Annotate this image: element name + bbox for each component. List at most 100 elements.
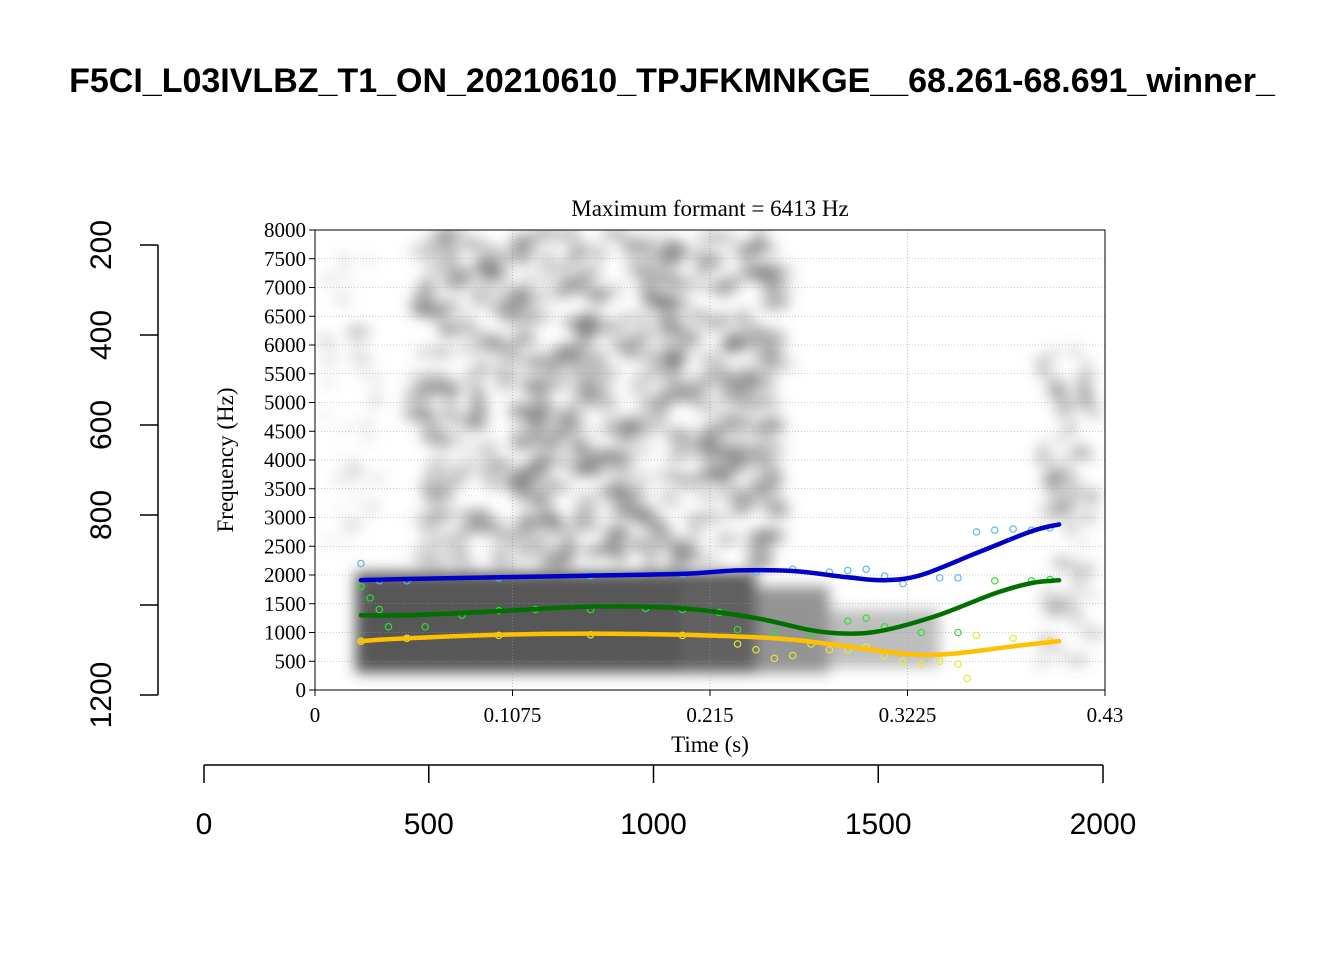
noise-blob xyxy=(1064,523,1077,535)
noise-blob xyxy=(476,242,496,253)
noise-blob xyxy=(760,283,784,293)
noise-blob xyxy=(724,456,745,473)
noise-blob xyxy=(472,277,499,292)
noise-blob xyxy=(666,538,694,549)
noise-blob xyxy=(459,267,473,277)
noise-blob xyxy=(535,507,559,521)
noise-blob xyxy=(560,280,585,294)
noise-blob xyxy=(1039,498,1048,513)
noise-blob xyxy=(549,271,572,284)
noise-blob xyxy=(708,554,724,567)
noise-blob xyxy=(605,542,618,557)
noise-blob xyxy=(763,441,786,449)
noise-blob xyxy=(611,478,627,495)
raw-formant-point xyxy=(954,660,962,668)
noise-blob xyxy=(442,298,461,313)
raw-formant-point xyxy=(1009,525,1017,533)
noise-blob xyxy=(758,459,774,475)
noise-blob xyxy=(339,456,356,463)
noise-blob xyxy=(434,262,460,270)
noise-blob xyxy=(747,543,774,556)
noise-blob xyxy=(696,490,720,503)
noise-blob xyxy=(764,505,791,520)
noise-blob xyxy=(440,282,468,290)
noise-blob xyxy=(707,378,738,386)
noise-blob xyxy=(1046,463,1058,479)
noise-blob xyxy=(423,371,450,381)
noise-blob xyxy=(459,236,474,251)
noise-blob xyxy=(510,424,525,434)
smoothed-formant-line xyxy=(358,631,1062,658)
noise-blob xyxy=(1074,445,1088,458)
noise-blob xyxy=(740,260,759,268)
noise-blob xyxy=(717,387,743,402)
noise-blob xyxy=(507,441,529,450)
noise-blob xyxy=(564,533,578,542)
noise-blob xyxy=(412,348,444,357)
noise-blob xyxy=(1050,557,1065,569)
noise-blob xyxy=(1053,505,1070,520)
noise-blob xyxy=(1070,345,1079,356)
noise-blob xyxy=(566,393,598,410)
raw-formant-point xyxy=(954,574,962,582)
noise-blob xyxy=(422,267,443,274)
noise-blob xyxy=(1050,482,1063,499)
noise-blob xyxy=(615,312,643,325)
noise-blob xyxy=(480,471,507,484)
noise-blob xyxy=(654,262,683,272)
noise-blob xyxy=(1085,591,1100,601)
noise-blob xyxy=(419,480,446,496)
noise-blob xyxy=(604,418,637,428)
noise-blob xyxy=(662,302,695,310)
noise-blob xyxy=(409,513,435,524)
noise-blob xyxy=(666,449,686,463)
noise-blob xyxy=(755,475,781,484)
noise-blob xyxy=(488,364,521,374)
noise-blob xyxy=(739,484,768,499)
noise-blob xyxy=(1058,652,1068,661)
noise-blob xyxy=(484,268,498,280)
noise-blob xyxy=(743,553,776,569)
noise-blob xyxy=(746,326,768,334)
noise-blob xyxy=(687,309,712,322)
x-axis-label: Time (s) xyxy=(671,732,749,757)
noise-blob xyxy=(656,318,686,331)
inner-y-tick-label: 4000 xyxy=(264,448,306,472)
figure-title: F5CI_L03IVLBZ_T1_ON_20210610_TPJFKMNKGE_… xyxy=(69,62,1276,100)
noise-blob xyxy=(525,410,553,423)
inner-y-tick-label: 0 xyxy=(296,678,307,702)
noise-blob xyxy=(323,347,343,354)
raw-formant-point xyxy=(917,628,926,637)
noise-blob xyxy=(627,424,658,431)
noise-blob xyxy=(445,251,460,264)
noise-blob xyxy=(759,296,790,312)
noise-blob xyxy=(758,265,776,276)
raw-formant-point xyxy=(770,628,779,637)
noise-blob xyxy=(662,496,682,509)
noise-blob xyxy=(570,464,597,477)
noise-blob xyxy=(735,363,757,372)
outer-x-tick-label: 1500 xyxy=(845,808,912,841)
raw-formant-point xyxy=(752,645,760,654)
noise-blob xyxy=(321,410,330,421)
noise-blob xyxy=(633,351,658,361)
raw-formant-point xyxy=(788,651,797,660)
raw-formant-point xyxy=(843,617,852,625)
noise-blob xyxy=(725,277,739,289)
noise-blob xyxy=(1066,401,1081,411)
raw-formant-point xyxy=(963,674,972,683)
noise-blob xyxy=(634,261,660,270)
noise-blob xyxy=(554,409,583,422)
noise-blob xyxy=(753,230,767,240)
noise-blob xyxy=(358,417,376,432)
raw-formant-point xyxy=(421,622,430,631)
noise-blob xyxy=(1078,629,1089,638)
noise-blob xyxy=(594,249,610,257)
inner-y-tick-label: 6500 xyxy=(264,304,306,328)
noise-blob xyxy=(616,535,648,551)
noise-blob xyxy=(514,467,530,475)
noise-blob xyxy=(607,341,627,353)
noise-blob xyxy=(693,267,709,278)
spectrogram-panel: 0 0.1075 0.215 0.3225 0.43 0 500 1000 1500 2000 25… xyxy=(213,196,1123,757)
inner-y-tick-label: 500 xyxy=(275,649,307,673)
